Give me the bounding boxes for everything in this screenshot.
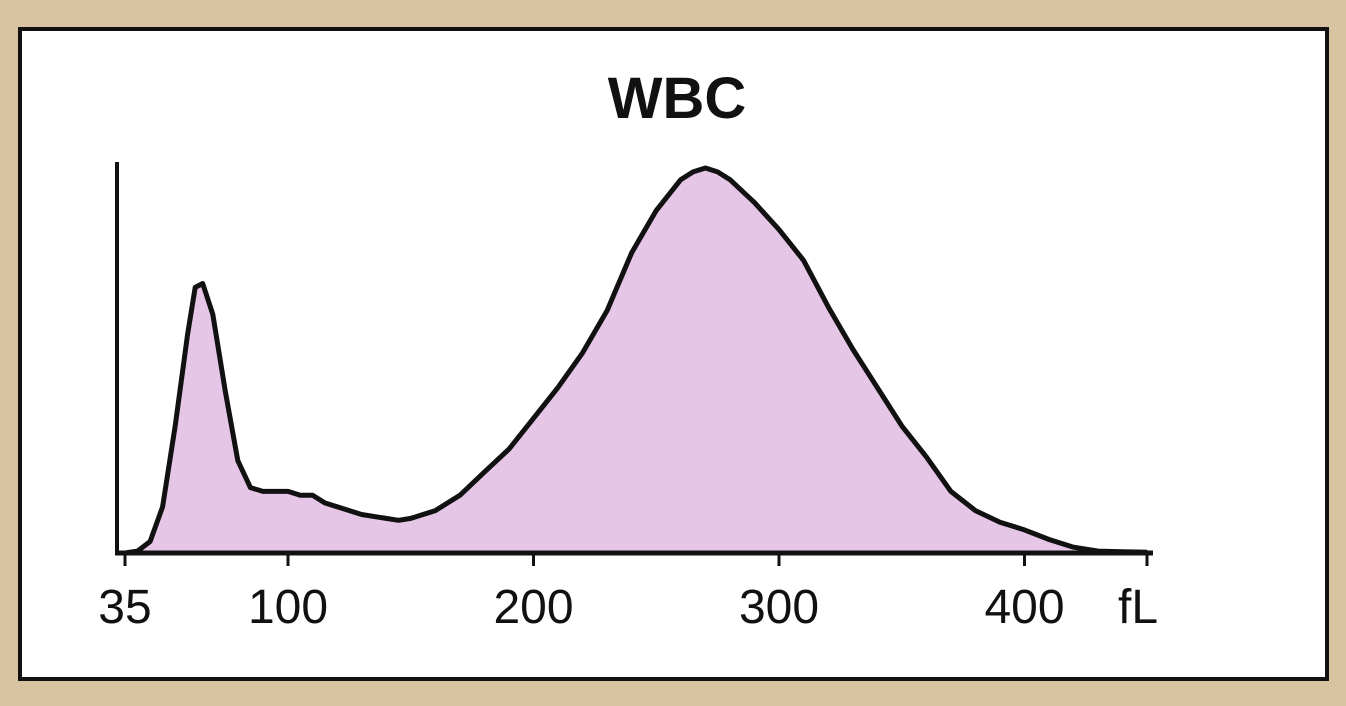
histogram-area — [125, 168, 1148, 553]
x-tick-label: 400 — [984, 581, 1064, 634]
x-axis-unit-label: fL — [1118, 581, 1158, 634]
x-tick-label: 300 — [739, 581, 819, 634]
histogram-curve — [124, 165, 1148, 556]
x-tick-label: 100 — [248, 581, 328, 634]
x-tick-label: 35 — [98, 581, 151, 634]
chart-title: WBC — [608, 66, 747, 131]
x-tick-label: 200 — [493, 581, 573, 634]
plot-area — [115, 162, 1153, 556]
x-axis-ticks: 35 100 200 300 400 — [98, 553, 1149, 634]
